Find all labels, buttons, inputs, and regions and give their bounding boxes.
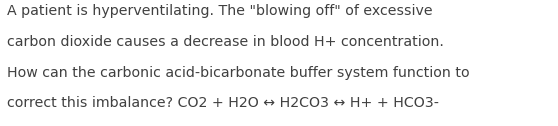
Text: carbon dioxide causes a decrease in blood H+ concentration.: carbon dioxide causes a decrease in bloo… xyxy=(7,35,444,49)
Text: correct this imbalance? CO2 + H2O ↔ H2CO3 ↔ H+ + HCO3-: correct this imbalance? CO2 + H2O ↔ H2CO… xyxy=(7,96,439,110)
Text: A patient is hyperventilating. The "blowing off" of excessive: A patient is hyperventilating. The "blow… xyxy=(7,4,432,18)
Text: How can the carbonic acid-bicarbonate buffer system function to: How can the carbonic acid-bicarbonate bu… xyxy=(7,66,469,80)
